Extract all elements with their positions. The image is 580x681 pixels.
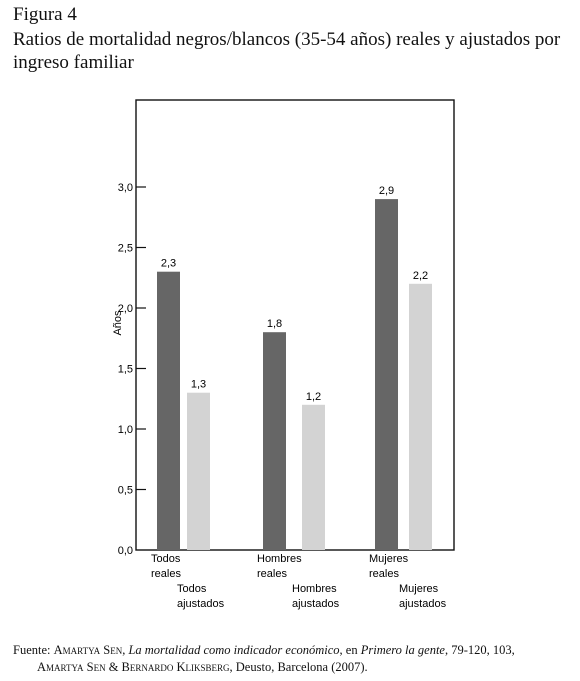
data-label: 1,2	[306, 391, 321, 403]
y-tick-label: 0,5	[118, 485, 133, 497]
x-axis-labels: Todos reales Todos ajustados Hombres reales Ho…	[151, 553, 447, 610]
source-authors: Amartya Sen & Bernardo Kliksberg	[37, 660, 230, 674]
bar	[187, 392, 210, 550]
source-work: La mortalidad como indicador económico	[128, 643, 340, 657]
source-tail: , Deusto, Barcelona (2007).	[229, 660, 368, 674]
x-tick-label: Hombres	[292, 583, 337, 595]
y-tick-label: 3,0	[118, 182, 133, 194]
y-tick-label: 1,5	[118, 364, 133, 376]
source-pages: , 79-120, 103,	[444, 643, 515, 657]
data-label: 1,8	[267, 318, 282, 330]
bar	[409, 283, 432, 550]
bar	[375, 199, 398, 550]
y-tick-label: 2,5	[118, 243, 133, 255]
bar	[157, 271, 180, 550]
x-tick-label: reales	[151, 568, 181, 580]
bar	[302, 404, 325, 550]
data-label: 2,9	[379, 185, 394, 197]
x-tick-label: Mujeres	[399, 583, 439, 595]
figure-title: Ratios de mortalidad negros/blancos (35-…	[13, 29, 561, 73]
x-tick-label: Hombres	[257, 553, 302, 565]
source-mid: , en	[339, 643, 361, 657]
y-tick-label: 2,0	[118, 303, 133, 315]
x-tick-label: Mujeres	[369, 553, 409, 565]
data-label: 2,3	[161, 258, 176, 270]
x-tick-label: ajustados	[177, 598, 225, 610]
y-tick-label: 0,0	[118, 545, 133, 557]
data-label: 1,3	[191, 379, 206, 391]
bar	[263, 332, 286, 550]
y-tick-label: 1,0	[118, 424, 133, 436]
x-tick-label: reales	[257, 568, 287, 580]
y-axis-title: Años	[112, 310, 124, 336]
source-sep: ,	[122, 643, 129, 657]
data-label: 2,2	[413, 270, 428, 282]
x-tick-label: reales	[369, 568, 399, 580]
x-tick-label: ajustados	[292, 598, 340, 610]
y-axis: 0,0 0,5 1,0 1,5 2,0 2,5 3,0	[118, 182, 146, 557]
figure-label: Figura 4	[13, 4, 77, 25]
source-book: Primero la gente	[360, 643, 445, 657]
source-author: Amartya Sen	[53, 643, 123, 657]
bars: 2,3 1,3 1,8 1,2 2,9 2,2	[157, 185, 432, 550]
x-tick-label: ajustados	[399, 598, 447, 610]
source-note: Fuente: Amartya Sen, La mortalidad como …	[13, 642, 573, 676]
x-tick-label: Todos	[177, 583, 207, 595]
source-prefix: Fuente:	[13, 643, 54, 657]
x-tick-label: Todos	[151, 553, 181, 565]
plot-frame	[135, 99, 455, 551]
